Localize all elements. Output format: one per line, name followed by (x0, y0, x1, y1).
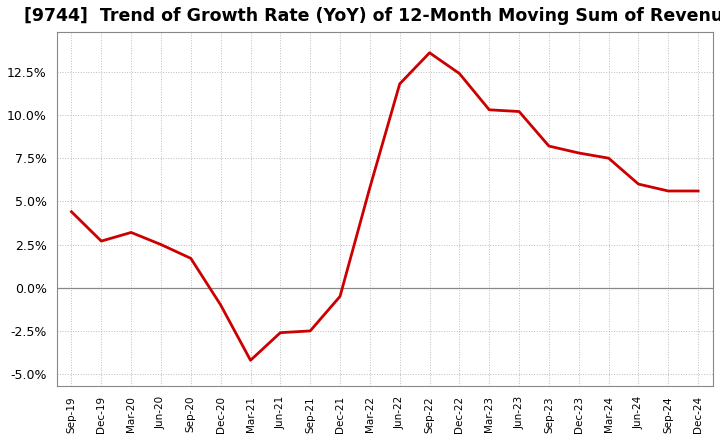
Title: [9744]  Trend of Growth Rate (YoY) of 12-Month Moving Sum of Revenues: [9744] Trend of Growth Rate (YoY) of 12-… (24, 7, 720, 25)
